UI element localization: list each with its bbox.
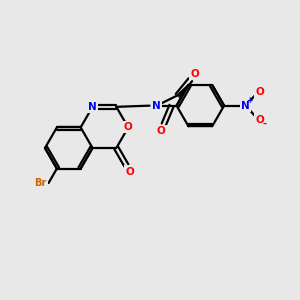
Text: O: O xyxy=(255,115,264,124)
Text: O: O xyxy=(157,126,166,136)
Text: N: N xyxy=(152,100,161,111)
Text: N: N xyxy=(88,102,97,112)
Text: O: O xyxy=(255,87,264,97)
Text: O: O xyxy=(125,167,134,176)
Text: N: N xyxy=(241,100,250,111)
Text: O: O xyxy=(124,122,133,132)
Text: +: + xyxy=(247,96,253,105)
Text: Br: Br xyxy=(34,178,47,188)
Text: -: - xyxy=(262,118,266,128)
Text: O: O xyxy=(190,69,199,79)
